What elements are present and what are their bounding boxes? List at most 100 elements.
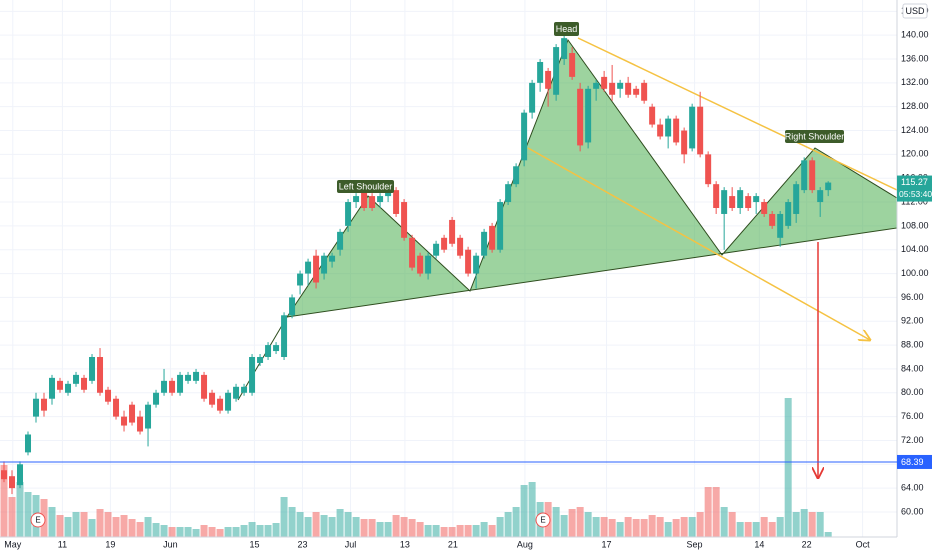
candle-body: [105, 389, 112, 402]
volume-bar: [312, 512, 320, 537]
candle-body: [713, 184, 720, 209]
volume-bar: [8, 497, 16, 537]
hline-label-box: [897, 454, 932, 469]
volume-bar: [208, 527, 216, 537]
y-tick-label: 100.00: [901, 268, 929, 278]
volume-bar: [624, 517, 632, 537]
candle-body: [353, 196, 360, 203]
candle-body: [169, 380, 176, 393]
volume-bar: [656, 517, 664, 537]
volume-bar: [424, 525, 432, 537]
candle-body: [65, 383, 72, 393]
candle-body: [137, 416, 144, 432]
x-tick-label: 19: [105, 539, 115, 549]
candle-body: [433, 243, 440, 256]
y-tick-label: 132.00: [901, 77, 929, 87]
earnings-markers: E E: [30, 512, 551, 528]
candle-body: [537, 61, 544, 83]
candle-body: [681, 130, 688, 155]
volume-bar: [480, 522, 488, 537]
candle-body: [33, 398, 40, 417]
y-tick-label: 88.00: [901, 339, 924, 349]
y-tick-label: 64.00: [901, 483, 924, 493]
candle-body: [457, 237, 464, 256]
volume-bar: [824, 532, 832, 537]
volume-bar: [512, 507, 520, 537]
candle-body: [1, 470, 8, 480]
pattern-drawings: [237, 37, 898, 478]
volume-bar: [408, 519, 416, 537]
candle-body: [465, 249, 472, 274]
volume-bar: [56, 515, 64, 537]
candle-body: [593, 82, 600, 89]
volume-bar: [704, 487, 712, 537]
volume-bar: [504, 512, 512, 537]
volume-bar: [632, 519, 640, 537]
volume-bar: [240, 525, 248, 537]
volume-bar: [80, 512, 88, 537]
candle-body: [281, 315, 288, 358]
volume-bar: [224, 527, 232, 537]
candle-body: [377, 196, 384, 203]
candle-body: [113, 398, 120, 417]
candle-body: [505, 184, 512, 203]
candle-body: [497, 202, 504, 250]
candle-body: [425, 255, 432, 274]
candle-body: [689, 106, 696, 149]
x-tick-label: 11: [58, 539, 67, 549]
volume-bar: [296, 512, 304, 537]
candle-body: [313, 255, 320, 283]
volume-bar: [464, 525, 472, 537]
annotation-box: [785, 130, 844, 143]
candle-body: [241, 386, 248, 393]
volume-bar: [216, 529, 224, 537]
volume-bar: [72, 512, 80, 537]
candle-body: [561, 38, 568, 60]
x-tick-label: Jun: [163, 539, 178, 549]
volume-bar: [576, 507, 584, 537]
volume-bar: [344, 512, 352, 537]
currency-box[interactable]: [902, 3, 928, 19]
y-tick-label: 128.00: [901, 101, 929, 111]
y-tick-label: 60.00: [901, 506, 924, 516]
candle-body: [49, 377, 56, 399]
volume-bar: [816, 512, 824, 537]
annotation: Head: [556, 24, 578, 34]
candle-body: [657, 124, 664, 137]
volume-bar: [112, 517, 120, 537]
volume-bar: [400, 517, 408, 537]
candle-body: [89, 357, 96, 381]
y-tick-label: 140.00: [901, 30, 929, 40]
candle-body: [777, 213, 784, 238]
grid: [0, 0, 897, 537]
volume-bar: [392, 515, 400, 537]
volume-bar: [488, 525, 496, 537]
x-tick-label: 15: [249, 539, 259, 549]
candle-body: [329, 255, 336, 262]
candle-body: [73, 374, 80, 384]
volume-bar: [24, 492, 32, 537]
volume-bar: [280, 497, 288, 537]
candle-body: [513, 166, 520, 185]
y-tick-label: 84.00: [901, 363, 924, 373]
y-tick-label: 72.00: [901, 435, 924, 445]
y-tick-label: 96.00: [901, 292, 924, 302]
earnings-marker: [535, 512, 551, 528]
candle-body: [129, 404, 136, 423]
candle-body: [265, 345, 272, 358]
hline-label: 68.39: [901, 457, 924, 467]
volume-bar: [640, 519, 648, 537]
countdown-label: 05:53:40: [899, 189, 932, 199]
x-tick-label: Oct: [856, 539, 871, 549]
candle-body: [785, 202, 792, 226]
volume-bar: [48, 507, 56, 537]
candle-body: [249, 357, 256, 393]
candle-body: [201, 374, 208, 399]
candle-body: [625, 82, 632, 95]
x-tick-label: 17: [602, 539, 612, 549]
candle-body: [25, 434, 32, 453]
candle-body: [545, 70, 552, 89]
candle-body: [737, 190, 744, 209]
y-tick-label: 136.00: [901, 53, 929, 63]
